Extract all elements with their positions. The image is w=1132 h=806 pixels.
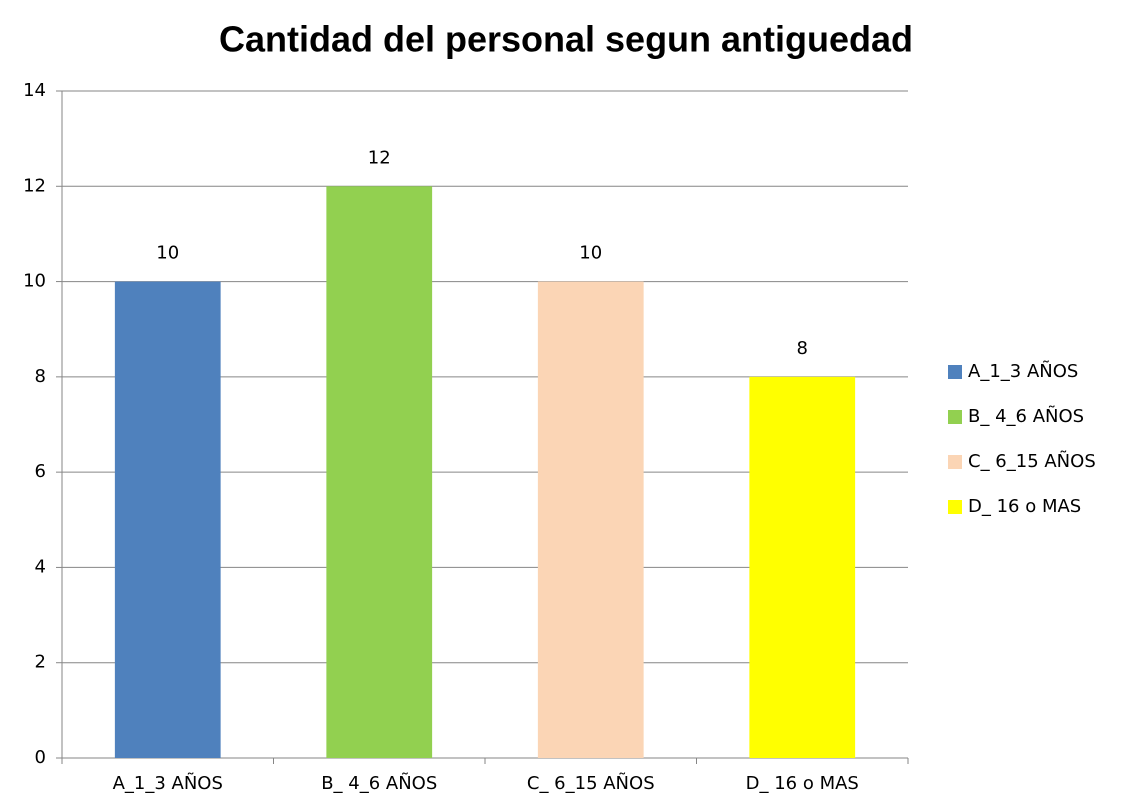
y-tick-label: 10	[23, 271, 46, 292]
legend-label: D_ 16 o MAS	[968, 496, 1081, 517]
legend-swatch	[948, 500, 962, 514]
data-label: 12	[368, 147, 391, 168]
legend-label: B_ 4_6 AÑOS	[968, 405, 1084, 427]
legend-label: C_ 6_15 AÑOS	[968, 450, 1096, 472]
y-tick-label: 0	[35, 747, 46, 768]
y-tick-label: 2	[35, 652, 46, 673]
y-tick-label: 14	[23, 80, 46, 101]
data-label: 10	[156, 243, 179, 264]
bar	[749, 376, 856, 758]
bar	[537, 281, 644, 758]
legend-swatch	[948, 455, 962, 469]
x-tick-label: C_ 6_15 AÑOS	[527, 772, 655, 794]
legend-swatch	[948, 410, 962, 424]
y-tick-label: 8	[35, 366, 46, 387]
legend-swatch	[948, 365, 962, 379]
y-tick-label: 4	[35, 556, 46, 577]
x-tick-label: D_ 16 o MAS	[746, 773, 859, 794]
y-tick-label: 12	[23, 175, 46, 196]
x-tick-label: A_1_3 AÑOS	[113, 772, 223, 794]
data-label: 10	[579, 243, 602, 264]
legend-label: A_1_3 AÑOS	[968, 360, 1078, 382]
bar	[114, 281, 221, 758]
bar	[326, 186, 433, 759]
x-tick-label: B_ 4_6 AÑOS	[321, 772, 437, 794]
data-label: 8	[797, 338, 808, 359]
chart-title: Cantidad del personal segun antiguedad	[219, 19, 913, 60]
y-tick-label: 6	[35, 461, 46, 482]
